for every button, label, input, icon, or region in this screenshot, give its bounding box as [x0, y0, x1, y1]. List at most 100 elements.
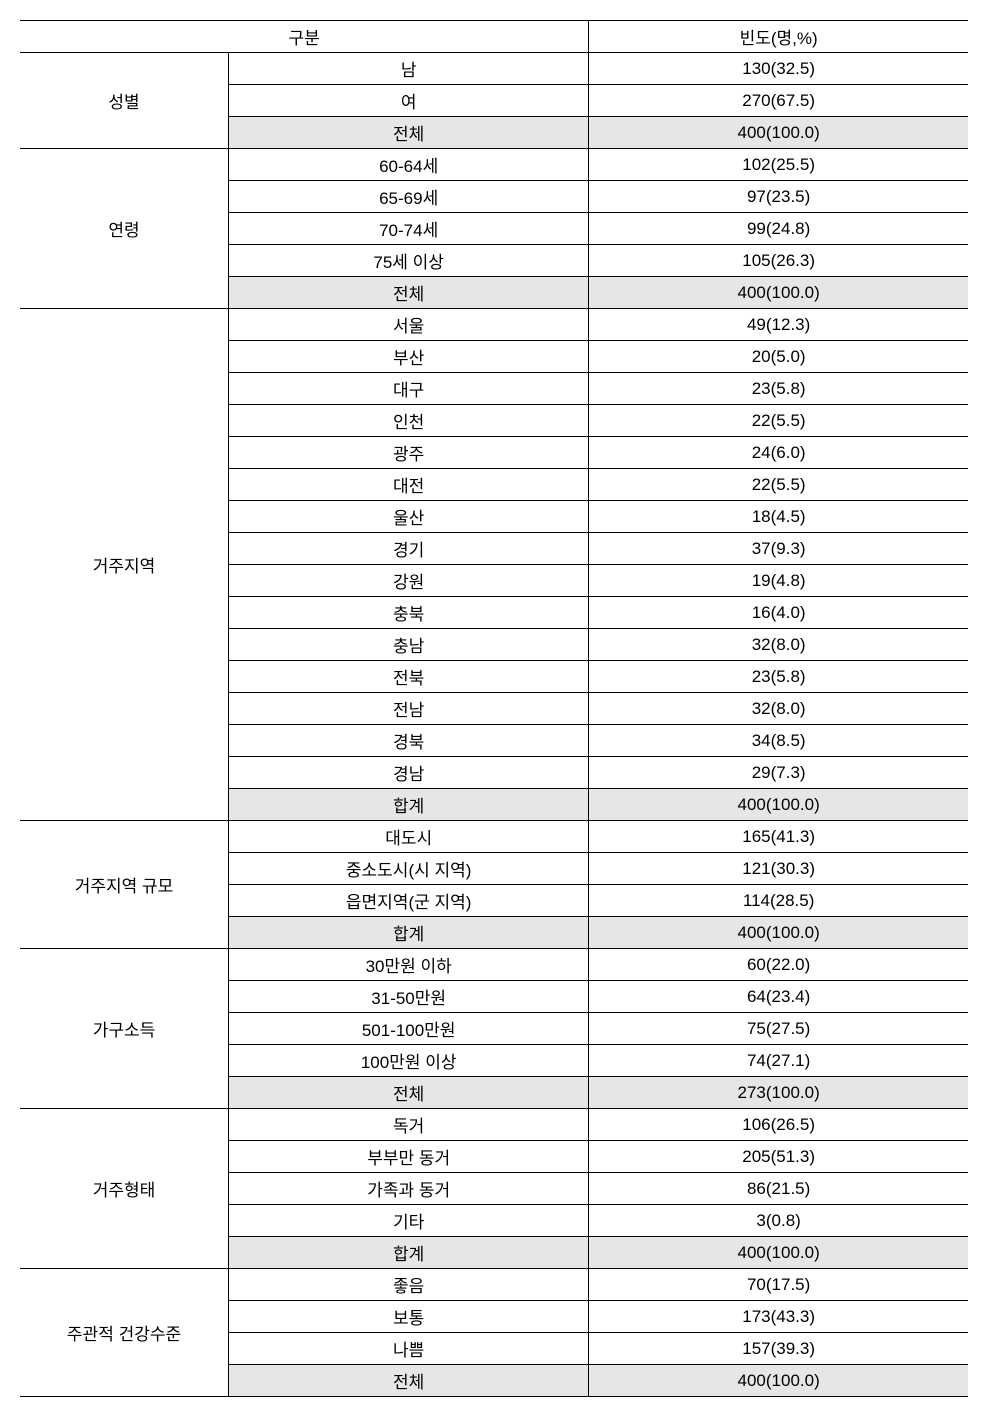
- value-cell: 34(8.5): [589, 725, 968, 757]
- value-cell: 64(23.4): [589, 981, 968, 1013]
- value-cell: 273(100.0): [589, 1077, 968, 1109]
- subcategory-cell: 70-74세: [229, 213, 589, 245]
- value-cell: 130(32.5): [589, 53, 968, 85]
- value-cell: 400(100.0): [589, 789, 968, 821]
- subcategory-cell: 강원: [229, 565, 589, 597]
- subcategory-cell: 전북: [229, 661, 589, 693]
- value-cell: 157(39.3): [589, 1333, 968, 1365]
- subcategory-cell: 부부만 동거: [229, 1141, 589, 1173]
- category-cell: 거주지역: [20, 309, 229, 821]
- subcategory-cell: 100만원 이상: [229, 1045, 589, 1077]
- value-cell: 400(100.0): [589, 917, 968, 949]
- value-cell: 205(51.3): [589, 1141, 968, 1173]
- value-cell: 32(8.0): [589, 629, 968, 661]
- header-frequency: 빈도(명,%): [589, 21, 968, 53]
- value-cell: 400(100.0): [589, 117, 968, 149]
- value-cell: 37(9.3): [589, 533, 968, 565]
- value-cell: 105(26.3): [589, 245, 968, 277]
- value-cell: 270(67.5): [589, 85, 968, 117]
- value-cell: 23(5.8): [589, 373, 968, 405]
- table-row: 주관적 건강수준좋음70(17.5): [20, 1269, 968, 1301]
- value-cell: 99(24.8): [589, 213, 968, 245]
- subcategory-cell: 기타: [229, 1205, 589, 1237]
- subcategory-cell: 대전: [229, 469, 589, 501]
- table-row: 거주지역서울49(12.3): [20, 309, 968, 341]
- subcategory-cell: 전체: [229, 117, 589, 149]
- value-cell: 16(4.0): [589, 597, 968, 629]
- subcategory-cell: 인천: [229, 405, 589, 437]
- value-cell: 173(43.3): [589, 1301, 968, 1333]
- value-cell: 106(26.5): [589, 1109, 968, 1141]
- value-cell: 3(0.8): [589, 1205, 968, 1237]
- value-cell: 97(23.5): [589, 181, 968, 213]
- value-cell: 70(17.5): [589, 1269, 968, 1301]
- category-cell: 연령: [20, 149, 229, 309]
- subcategory-cell: 대도시: [229, 821, 589, 853]
- subcategory-cell: 경북: [229, 725, 589, 757]
- value-cell: 400(100.0): [589, 277, 968, 309]
- value-cell: 32(8.0): [589, 693, 968, 725]
- value-cell: 75(27.5): [589, 1013, 968, 1045]
- category-cell: 주관적 건강수준: [20, 1269, 229, 1397]
- subcategory-cell: 501-100만원: [229, 1013, 589, 1045]
- value-cell: 18(4.5): [589, 501, 968, 533]
- subcategory-cell: 나쁨: [229, 1333, 589, 1365]
- subcategory-cell: 전체: [229, 1365, 589, 1397]
- table-row: 가구소득30만원 이하60(22.0): [20, 949, 968, 981]
- subcategory-cell: 75세 이상: [229, 245, 589, 277]
- subcategory-cell: 경남: [229, 757, 589, 789]
- value-cell: 22(5.5): [589, 405, 968, 437]
- value-cell: 114(28.5): [589, 885, 968, 917]
- subcategory-cell: 대구: [229, 373, 589, 405]
- subcategory-cell: 전남: [229, 693, 589, 725]
- subcategory-cell: 60-64세: [229, 149, 589, 181]
- table-row: 거주형태독거106(26.5): [20, 1109, 968, 1141]
- subcategory-cell: 울산: [229, 501, 589, 533]
- subcategory-cell: 경기: [229, 533, 589, 565]
- subcategory-cell: 30만원 이하: [229, 949, 589, 981]
- subcategory-cell: 전체: [229, 277, 589, 309]
- subcategory-cell: 광주: [229, 437, 589, 469]
- value-cell: 400(100.0): [589, 1237, 968, 1269]
- subcategory-cell: 합계: [229, 1237, 589, 1269]
- subcategory-cell: 65-69세: [229, 181, 589, 213]
- header-category: 구분: [20, 21, 589, 53]
- table-row: 성별남130(32.5): [20, 53, 968, 85]
- category-cell: 성별: [20, 53, 229, 149]
- header-row: 구분 빈도(명,%): [20, 21, 968, 53]
- table-row: 거주지역 규모대도시165(41.3): [20, 821, 968, 853]
- value-cell: 20(5.0): [589, 341, 968, 373]
- subcategory-cell: 전체: [229, 1077, 589, 1109]
- subcategory-cell: 독거: [229, 1109, 589, 1141]
- subcategory-cell: 충남: [229, 629, 589, 661]
- subcategory-cell: 읍면지역(군 지역): [229, 885, 589, 917]
- category-cell: 가구소득: [20, 949, 229, 1109]
- subcategory-cell: 보통: [229, 1301, 589, 1333]
- value-cell: 74(27.1): [589, 1045, 968, 1077]
- value-cell: 165(41.3): [589, 821, 968, 853]
- subcategory-cell: 여: [229, 85, 589, 117]
- value-cell: 29(7.3): [589, 757, 968, 789]
- value-cell: 23(5.8): [589, 661, 968, 693]
- subcategory-cell: 좋음: [229, 1269, 589, 1301]
- table-row: 연령60-64세102(25.5): [20, 149, 968, 181]
- subcategory-cell: 합계: [229, 789, 589, 821]
- subcategory-cell: 부산: [229, 341, 589, 373]
- value-cell: 60(22.0): [589, 949, 968, 981]
- value-cell: 102(25.5): [589, 149, 968, 181]
- value-cell: 400(100.0): [589, 1365, 968, 1397]
- value-cell: 86(21.5): [589, 1173, 968, 1205]
- subcategory-cell: 중소도시(시 지역): [229, 853, 589, 885]
- value-cell: 24(6.0): [589, 437, 968, 469]
- demographics-table: 구분 빈도(명,%) 성별남130(32.5)여270(67.5)전체400(1…: [20, 20, 968, 1397]
- subcategory-cell: 충북: [229, 597, 589, 629]
- subcategory-cell: 31-50만원: [229, 981, 589, 1013]
- category-cell: 거주형태: [20, 1109, 229, 1269]
- subcategory-cell: 서울: [229, 309, 589, 341]
- value-cell: 49(12.3): [589, 309, 968, 341]
- value-cell: 121(30.3): [589, 853, 968, 885]
- subcategory-cell: 합계: [229, 917, 589, 949]
- value-cell: 22(5.5): [589, 469, 968, 501]
- subcategory-cell: 가족과 동거: [229, 1173, 589, 1205]
- subcategory-cell: 남: [229, 53, 589, 85]
